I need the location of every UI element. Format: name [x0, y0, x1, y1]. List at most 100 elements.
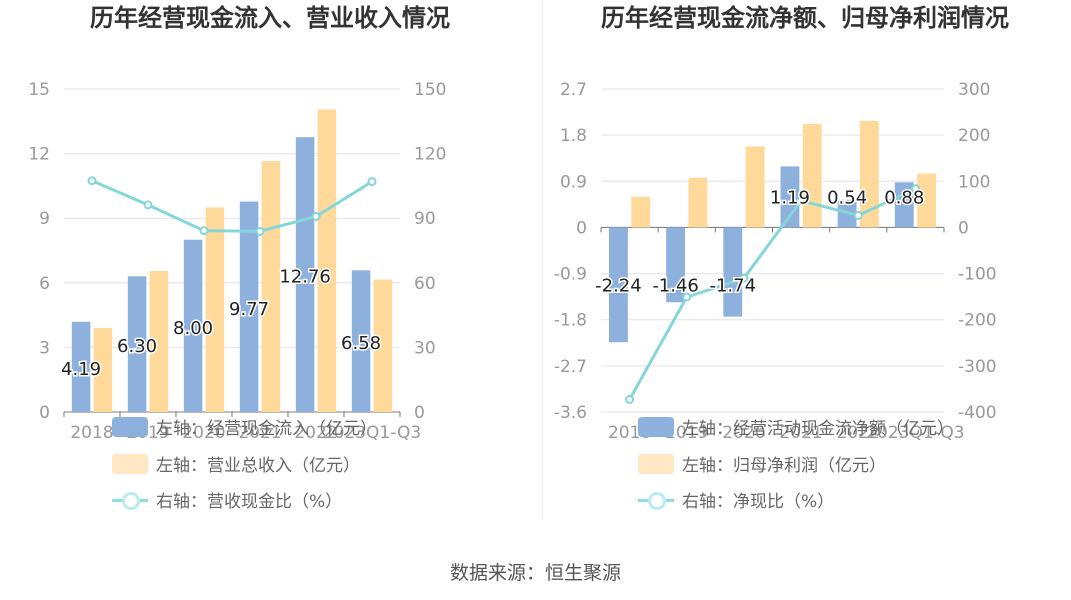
line-point	[739, 273, 749, 283]
left-axis-tick-label: -3.6	[554, 403, 587, 423]
bar-primary	[723, 227, 743, 317]
legend-label: 右轴：净现比（%）	[682, 492, 835, 512]
x-axis-category-label: 2021	[238, 423, 281, 443]
bar-data-label: 9.77	[229, 299, 269, 320]
bar-secondary	[802, 123, 822, 228]
right-axis-tick-label: -200	[958, 311, 997, 331]
line-point	[87, 176, 97, 186]
x-axis-category-label: 2023Q1-Q3	[866, 423, 964, 443]
bar-secondary	[317, 109, 337, 412]
x-axis-category-label: 2020	[182, 423, 225, 443]
right-axis-tick-label: 60	[414, 274, 436, 294]
right-axis-tick-label: -100	[958, 265, 997, 285]
left-axis-tick-label: -1.8	[554, 311, 587, 331]
right-axis-tick-label: 90	[414, 209, 436, 229]
left-axis-tick-label: 12	[28, 145, 50, 165]
left-axis-tick-label: 0.9	[560, 172, 587, 192]
line-point	[143, 200, 153, 210]
bar-secondary	[745, 146, 765, 228]
right-axis-tick-label: 0	[414, 403, 425, 423]
bar-secondary	[688, 177, 708, 228]
bar-primary	[183, 239, 203, 412]
right-axis-tick-label: 200	[958, 126, 990, 146]
bar-primary	[127, 276, 147, 412]
right-axis-tick-label: 120	[414, 145, 446, 165]
line-point	[910, 184, 920, 194]
line-point	[311, 211, 321, 221]
bar-primary	[894, 182, 914, 228]
legend-swatch-line-icon	[638, 490, 674, 510]
legend-item-revenue[interactable]: 左轴：营业总收入（亿元）	[112, 451, 360, 476]
line-point	[255, 226, 265, 236]
bar-data-label: 6.30	[117, 336, 157, 357]
line-point	[682, 292, 692, 302]
legend-label: 右轴：营收现金比（%）	[156, 492, 343, 512]
bar-data-label: 0.54	[827, 187, 867, 208]
bar-secondary	[261, 161, 281, 412]
bar-data-label: 12.76	[279, 267, 331, 288]
bar-data-label: -2.24	[595, 275, 642, 296]
right-chart: -3.6 -2.7 -1.8 -0.9 0 0.9 1.8 2.7 -400 -300 -200 -1…	[554, 80, 997, 443]
x-axis-category-label: 2020	[722, 423, 765, 443]
legend-item-net-cash-flow[interactable]: 左轴：经营活动现金流净额（亿元）	[638, 414, 954, 439]
x-axis-category-label: 2022	[837, 423, 880, 443]
legend-label: 左轴：营业总收入（亿元）	[156, 456, 360, 476]
legend-item-net-cash-ratio[interactable]: 右轴：净现比（%）	[638, 487, 834, 512]
left-axis-tick-label: -0.9	[554, 265, 587, 285]
left-chart-legend: 左轴：经营现金流入（亿元） 左轴：营业总收入（亿元） 右轴：营收现金比（%）	[112, 414, 492, 514]
panel-divider	[542, 0, 543, 520]
bar-secondary	[631, 196, 651, 228]
legend-label: 左轴：经营现金流入（亿元）	[156, 419, 377, 439]
legend-swatch-line-icon	[112, 490, 148, 510]
legend-item-cash-inflow[interactable]: 左轴：经营现金流入（亿元）	[112, 414, 377, 439]
x-axis-category-label: 2021	[779, 423, 822, 443]
legend-label: 左轴：经营活动现金流净额（亿元）	[682, 419, 954, 439]
x-axis-category-label: 2019	[665, 423, 708, 443]
left-axis-tick-label: -2.7	[554, 357, 587, 377]
bar-secondary	[917, 173, 936, 228]
series-line	[91, 179, 373, 233]
bar-primary	[351, 270, 371, 412]
right-chart-title: 历年经营现金流净额、归母净利润情况	[601, 4, 1009, 32]
bar-data-label: 1.19	[770, 187, 810, 208]
legend-swatch-bar-blue	[112, 416, 148, 437]
x-axis-category-label: 2022	[294, 423, 337, 443]
legend-item-net-profit[interactable]: 左轴：归母净利润（亿元）	[638, 451, 886, 476]
right-axis-tick-label: 300	[958, 80, 990, 100]
bar-secondary	[205, 207, 225, 412]
left-axis-tick-label: 3	[39, 338, 50, 358]
bar-secondary	[93, 328, 113, 412]
bar-data-label: -1.74	[709, 275, 756, 296]
bar-data-label: 8.00	[173, 318, 213, 339]
legend-item-cash-ratio[interactable]: 右轴：营收现金比（%）	[112, 487, 342, 512]
bar-primary	[780, 166, 800, 228]
legend-label: 左轴：归母净利润（亿元）	[682, 456, 886, 476]
bar-primary	[609, 227, 628, 343]
right-axis-tick-label: 100	[958, 172, 990, 192]
line-point	[796, 196, 806, 206]
bar-secondary	[859, 120, 879, 228]
left-axis-tick-label: 9	[39, 209, 50, 229]
series-line	[628, 187, 917, 401]
bar-data-label: 4.19	[61, 359, 101, 380]
line-point	[199, 226, 209, 236]
bar-primary	[295, 137, 315, 412]
left-axis-tick-label: 2.7	[560, 80, 587, 100]
bar-primary	[71, 321, 91, 412]
left-axis-tick-label: 0	[39, 403, 50, 423]
left-axis-tick-label: 0	[576, 218, 587, 238]
bar-primary	[666, 227, 686, 303]
bar-secondary	[373, 279, 393, 412]
right-chart-legend: 左轴：经营活动现金流净额（亿元） 左轴：归母净利润（亿元） 右轴：净现比（%）	[638, 414, 1058, 514]
left-chart-title: 历年经营现金流入、营业收入情况	[90, 4, 450, 32]
bar-data-label: 6.58	[341, 333, 381, 354]
line-point	[367, 177, 377, 187]
data-source: 数据来源：恒生聚源	[449, 562, 621, 584]
x-axis-category-label: 2023Q1-Q3	[323, 423, 421, 443]
right-axis-tick-label: 0	[958, 218, 969, 238]
right-axis-tick-label: 30	[414, 338, 436, 358]
line-point	[625, 395, 635, 405]
bar-secondary	[149, 270, 169, 412]
bar-data-label: 0.88	[884, 187, 924, 208]
